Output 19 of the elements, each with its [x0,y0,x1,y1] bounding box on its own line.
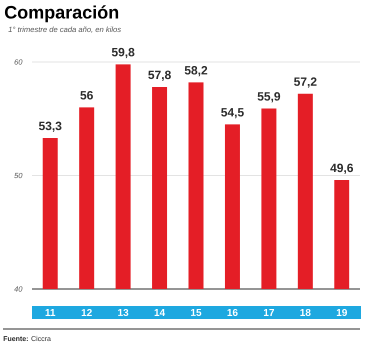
data-label: 53,3 [38,122,62,132]
data-label: 57,2 [294,77,317,88]
x-tick-label: 17 [264,309,274,316]
data-label: 49,6 [330,164,354,174]
data-label: 58,2 [184,66,208,76]
x-tick-label: 11 [46,309,56,316]
x-tick-label: 15 [191,309,202,316]
x-tick-label: 18 [300,308,311,316]
x-tick-label: 13 [118,308,128,316]
data-label: 57,8 [148,70,171,81]
x-tick-label: 14 [154,309,166,316]
data-label: 55,9 [258,92,280,102]
x-tick-label: 19 [336,308,347,316]
x-tick-label: 12 [82,309,92,316]
data-label: 56 [80,91,93,100]
x-tick-label: 16 [228,308,238,316]
chart-title: Comparación [4,5,118,22]
data-label: 54,5 [221,108,244,118]
data-label: 59,8 [112,48,134,58]
